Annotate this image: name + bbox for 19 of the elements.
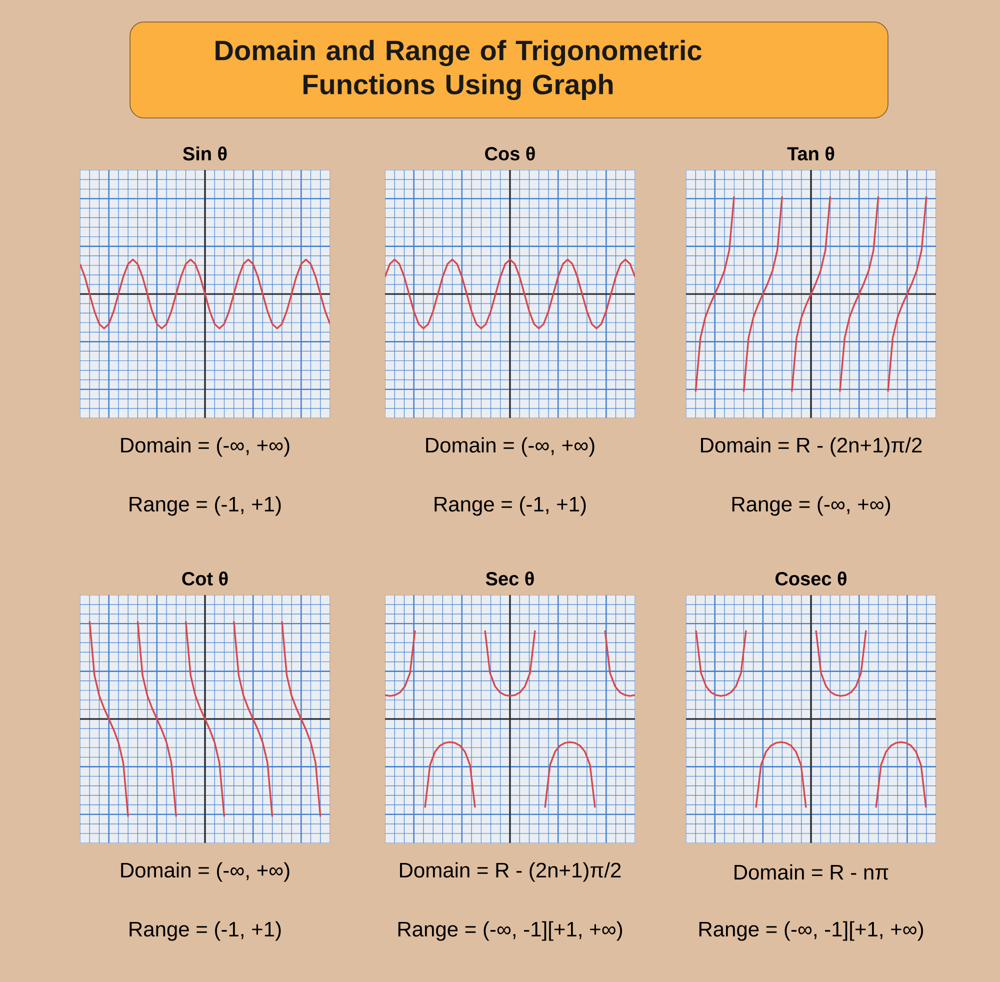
text: Domain = (-∞, +∞) bbox=[121, 862, 290, 882]
text: Domain = R - nπ bbox=[734, 864, 888, 880]
text: Domain = R - (2n+1)π/2 bbox=[400, 862, 621, 882]
chart-title: Cos θ bbox=[485, 146, 535, 160]
chart-title: Cosec θ bbox=[776, 572, 846, 586]
chart-title: Sin θ bbox=[183, 146, 227, 160]
text: Range = (-1, +1) bbox=[130, 496, 281, 516]
text: Range = (-∞, -1][+1, +∞) bbox=[398, 921, 622, 941]
text: Domain = (-∞, +∞) bbox=[121, 437, 290, 457]
text: Range = (-∞, -1][+1, +∞) bbox=[699, 921, 924, 941]
chart-title: Sec θ bbox=[486, 572, 534, 586]
text: Domain = (-∞, +∞) bbox=[426, 437, 594, 457]
text: Domain = R - (2n+1)π/2 bbox=[701, 437, 922, 457]
text: Range = (-∞, +∞) bbox=[732, 496, 890, 516]
chart-title: Tan θ bbox=[787, 146, 834, 160]
text: Domain and Range of Trigonometric Functions Using Graph bbox=[216, 40, 702, 100]
text: Range = (-1, +1) bbox=[130, 921, 281, 941]
chart-title: Cot θ bbox=[182, 572, 228, 586]
text: Range = (-1, +1) bbox=[434, 496, 586, 516]
